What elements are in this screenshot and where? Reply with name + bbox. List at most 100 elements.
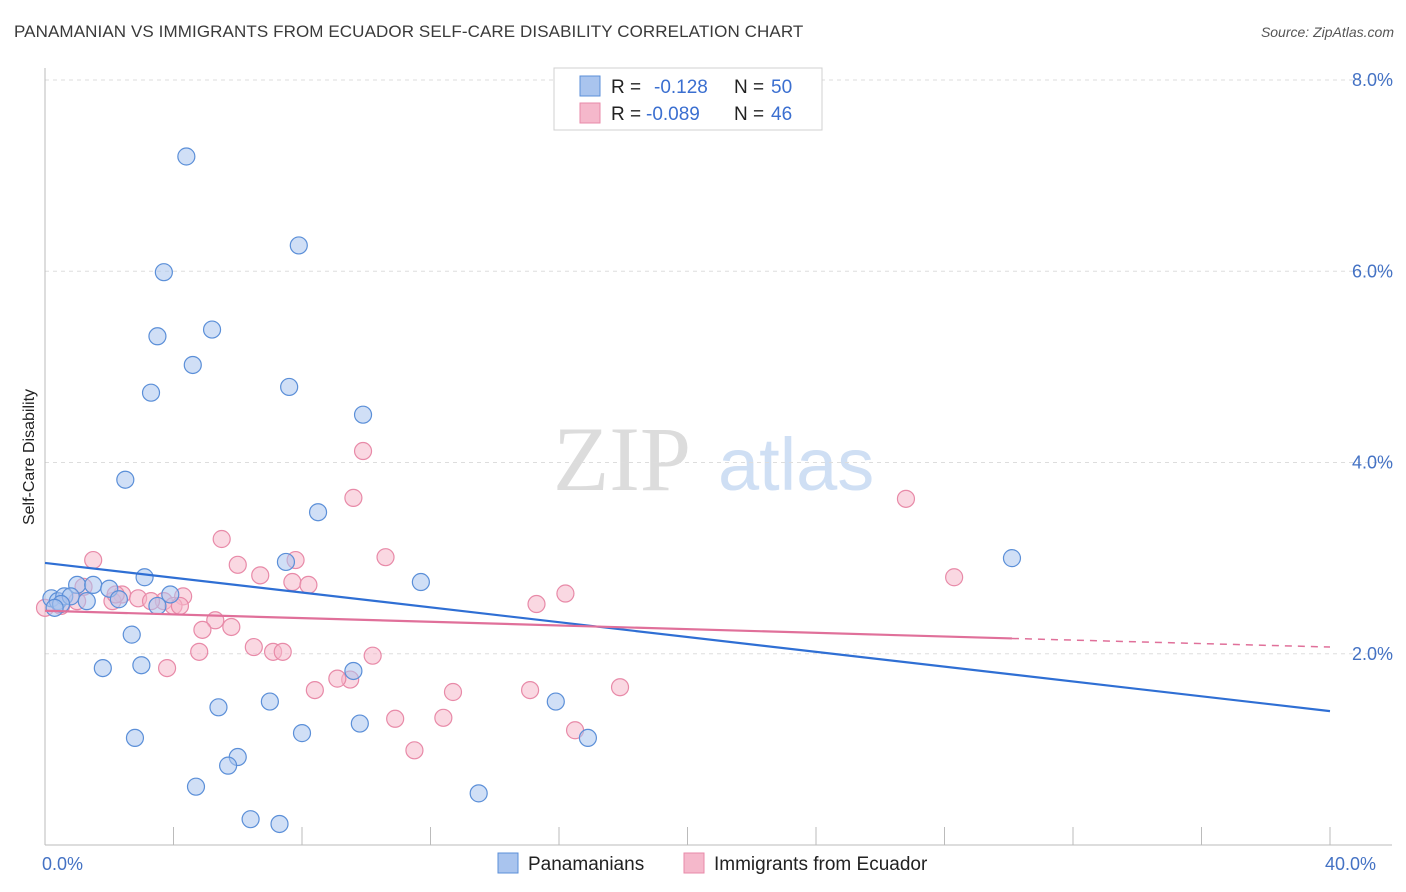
panamanian-point — [109, 590, 128, 609]
panamanian-point — [270, 814, 289, 834]
y-tick-label: 4.0% — [1352, 453, 1393, 473]
gridlines — [45, 79, 1392, 655]
correlation-legend: R = -0.128 N = 50 R = -0.089 N = 46 — [553, 67, 823, 131]
source-credit: Source: ZipAtlas.com — [1260, 24, 1394, 40]
ecuador-point — [212, 529, 231, 549]
legend-n-value-2: 46 — [771, 104, 792, 125]
y-tick-labels: 2.0% 4.0% 6.0% 8.0% — [1352, 70, 1393, 664]
x-tick-marks — [44, 827, 1331, 845]
panamanian-point — [84, 575, 103, 595]
ecuador-point — [283, 572, 302, 592]
panamanian-point — [161, 585, 180, 604]
panamanians-trend-line — [44, 561, 1331, 713]
panamanian-point — [186, 777, 206, 796]
ecuador-point — [376, 548, 395, 567]
panamanian-point — [289, 236, 308, 255]
panamanian-point — [154, 263, 173, 282]
ecuador-point — [386, 709, 405, 728]
trend-lines — [44, 561, 1331, 713]
panamanian-point — [1002, 549, 1022, 568]
y-axis-label: Self-Care Disability — [21, 389, 38, 525]
panamanian-point — [469, 784, 488, 803]
ecuador-point — [520, 680, 540, 700]
panamanian-point — [280, 377, 299, 397]
legend-r-label-2: R = — [611, 104, 641, 125]
ecuador-point — [157, 658, 177, 678]
y-tick-label: 2.0% — [1352, 644, 1393, 664]
ecuador-point — [353, 441, 373, 461]
ecuador-point — [305, 680, 324, 700]
ecuador-point — [273, 642, 292, 661]
panamanian-point — [141, 383, 161, 402]
ecuador-point — [556, 584, 575, 603]
watermark-zip: ZIP — [553, 408, 691, 510]
ecuador-point — [299, 575, 318, 595]
x-tick-label-min: 0.0% — [42, 854, 83, 874]
panamanian-point — [177, 147, 196, 166]
panamanian-point — [308, 503, 328, 522]
panamanian-point — [202, 320, 222, 339]
series-legend: Panamanians Immigrants from Ecuador — [497, 852, 928, 875]
watermark: ZIP atlas — [553, 408, 874, 510]
legend-r-value-1: -0.128 — [654, 77, 708, 98]
panamanian-point — [116, 470, 135, 489]
panamanian-point — [209, 698, 228, 717]
y-tick-label: 8.0% — [1352, 70, 1393, 90]
legend-r-label-1: R = — [611, 77, 641, 98]
ecuador-point — [193, 620, 212, 639]
ecuador-trend-line-extension — [1011, 637, 1331, 648]
series-legend-label-ecuador: Immigrants from Ecuador — [714, 854, 928, 875]
panamanian-point — [578, 728, 598, 748]
ecuador-point — [945, 568, 964, 587]
legend-n-label-2: N = — [734, 104, 764, 125]
panamanian-point — [132, 656, 151, 675]
ecuador-point — [344, 488, 363, 507]
panamanian-point — [241, 810, 260, 829]
panamanian-point — [45, 598, 64, 617]
panamanian-point — [135, 568, 154, 587]
panamanian-point — [350, 714, 369, 733]
legend-swatch-pink — [579, 102, 601, 124]
y-tick-label: 6.0% — [1352, 261, 1393, 281]
ecuador-point — [896, 489, 916, 508]
ecuador-point — [434, 708, 453, 727]
panamanian-point — [344, 661, 363, 681]
ecuador-point — [244, 637, 263, 657]
chart-title: PANAMANIAN VS IMMIGRANTS FROM ECUADOR SE… — [14, 22, 804, 41]
panamanian-point — [353, 405, 373, 424]
ecuador-point — [527, 594, 546, 614]
watermark-atlas: atlas — [718, 423, 874, 506]
panamanian-point — [260, 692, 279, 711]
legend-n-value-1: 50 — [771, 77, 792, 98]
ecuador-point — [222, 617, 241, 637]
ecuador-trend-line — [44, 609, 1012, 640]
panamanian-point — [93, 658, 112, 678]
ecuador-point — [405, 741, 424, 760]
series-legend-swatch-panamanians — [497, 852, 519, 874]
ecuador-point — [84, 550, 103, 570]
series-panamanians — [42, 147, 1022, 834]
ecuador-point — [251, 566, 270, 585]
panamanian-point — [219, 756, 238, 775]
panamanian-point — [276, 552, 296, 572]
panamanian-point — [148, 327, 167, 346]
panamanian-point — [292, 724, 312, 743]
panamanian-point — [148, 596, 167, 616]
panamanian-point — [546, 692, 565, 711]
panamanian-point — [125, 728, 145, 748]
legend-n-label-1: N = — [734, 77, 764, 98]
ecuador-point — [228, 555, 247, 574]
series-legend-label-panamanians: Panamanians — [528, 854, 644, 875]
legend-r-value-2: -0.089 — [646, 104, 700, 125]
ecuador-point — [190, 642, 209, 661]
ecuador-point — [443, 682, 463, 702]
panamanian-point — [183, 355, 202, 375]
ecuador-point — [610, 678, 630, 697]
panamanian-point — [122, 625, 141, 644]
ecuador-point — [328, 669, 347, 688]
legend-swatch-blue — [579, 75, 601, 97]
series-legend-swatch-ecuador — [683, 852, 705, 874]
panamanian-point — [77, 592, 96, 611]
ecuador-point — [363, 646, 382, 665]
